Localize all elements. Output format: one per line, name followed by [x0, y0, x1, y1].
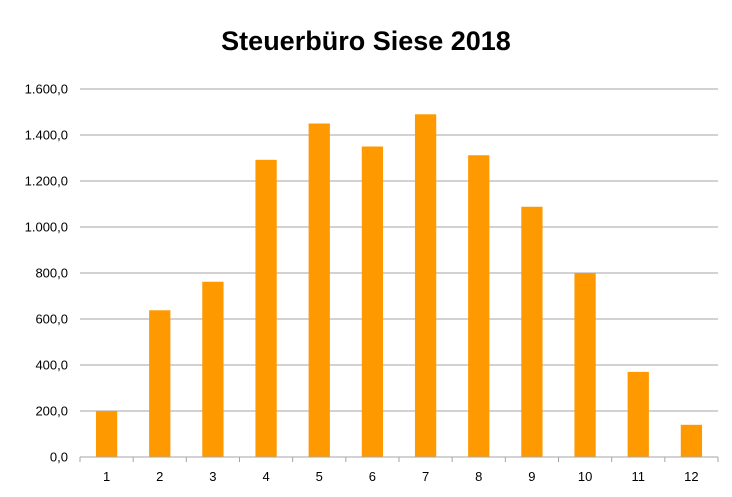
- x-tick-label: 12: [684, 469, 698, 484]
- x-tick-label: 2: [156, 469, 163, 484]
- x-tick-label: 6: [369, 469, 376, 484]
- bar: [95, 411, 118, 457]
- y-tick-label: 600,0: [35, 312, 68, 327]
- x-tick-label: 10: [578, 469, 592, 484]
- x-tick-label: 8: [475, 469, 482, 484]
- y-tick-label: 1.600,0: [25, 82, 68, 97]
- bar: [574, 273, 596, 457]
- x-tick-label: 4: [262, 469, 269, 484]
- bar: [521, 206, 543, 457]
- x-axis: [79, 456, 719, 462]
- x-tick-label: 3: [209, 469, 216, 484]
- bar: [308, 123, 330, 457]
- x-tick-label: 7: [422, 469, 429, 484]
- x-tick-label: 11: [632, 469, 646, 484]
- y-tick-label: 1.200,0: [25, 174, 68, 189]
- bar: [414, 114, 437, 458]
- y-tick-label: 400,0: [35, 358, 68, 373]
- y-tick-label: 0,0: [50, 450, 68, 465]
- y-tick-label: 1.400,0: [25, 128, 68, 143]
- bar: [202, 281, 224, 457]
- y-axis-tick-labels: 0,0 200,0 400,0 600,0 800,0 1.000,0 1.200,0 1.4…: [25, 82, 68, 465]
- x-axis-tick-labels: 1 2 3 4 5 6 7 8 9 10 11 12: [103, 469, 699, 484]
- x-tick-label: 5: [316, 469, 323, 484]
- y-tick-label: 1.000,0: [25, 220, 68, 235]
- y-tick-label: 200,0: [35, 404, 68, 419]
- chart-title: Steuerbüro Siese 2018: [221, 26, 511, 56]
- x-tick-label: 1: [103, 469, 110, 484]
- bar: [255, 159, 277, 457]
- bar: [468, 155, 490, 458]
- bar: [361, 146, 384, 457]
- x-tick-label: 9: [528, 469, 535, 484]
- bar: [680, 424, 703, 457]
- bar: [627, 371, 649, 457]
- gridlines: [80, 88, 718, 412]
- y-tick-label: 800,0: [35, 266, 68, 281]
- bar: [149, 310, 171, 457]
- bars: [95, 114, 703, 458]
